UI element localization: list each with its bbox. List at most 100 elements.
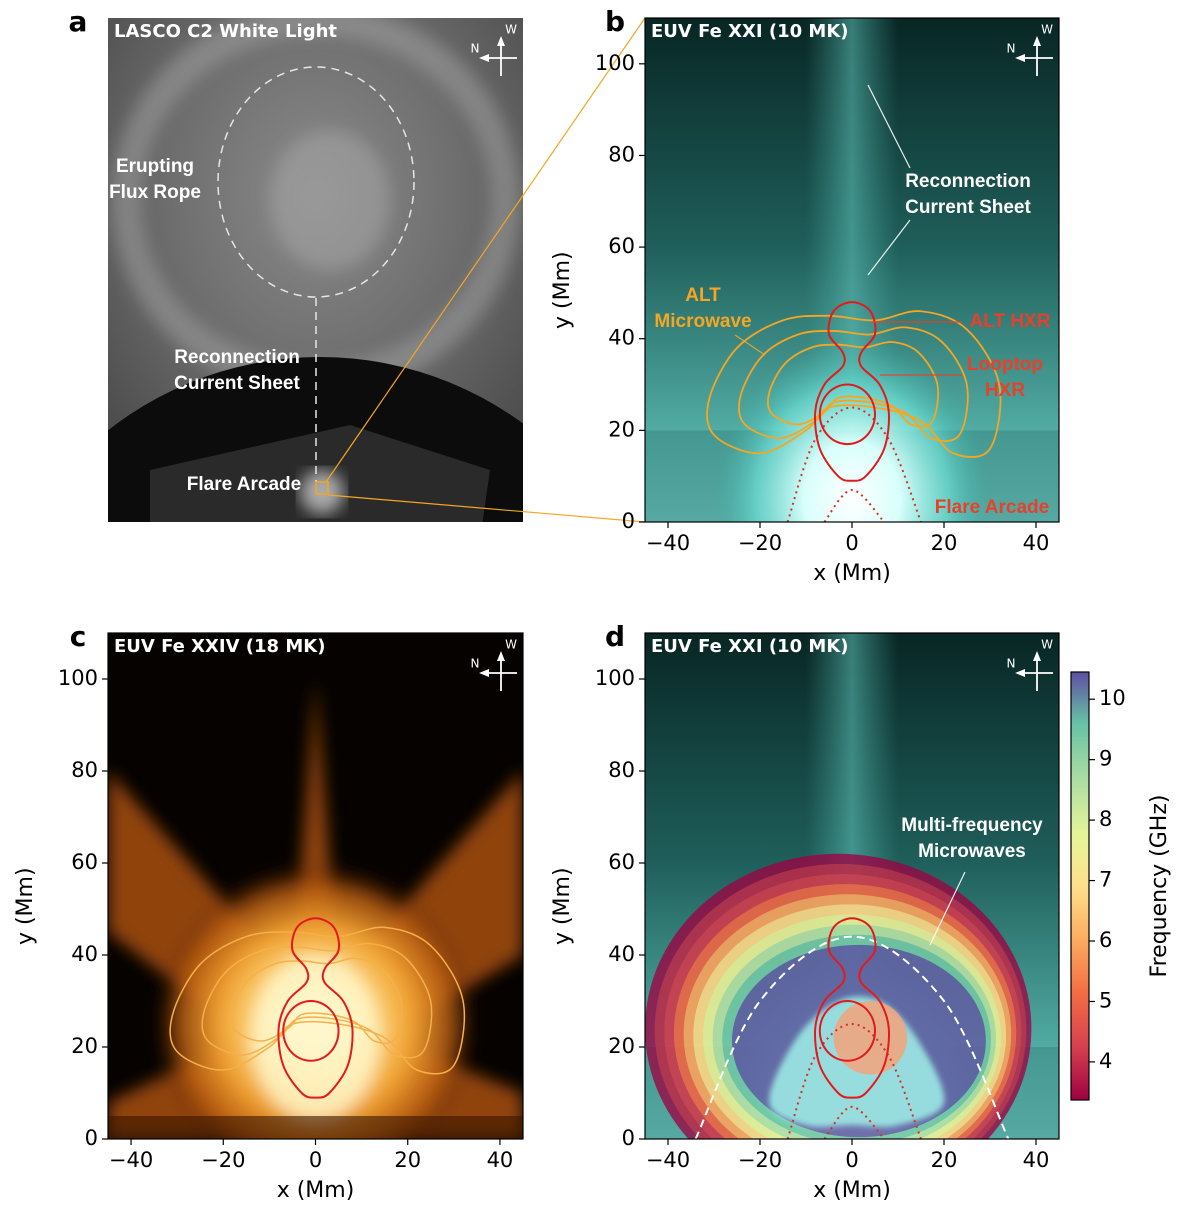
hxr-contour: [818, 999, 877, 1062]
panel-image: [108, 18, 523, 522]
hxr-contour: [814, 917, 890, 1099]
pointer: [929, 871, 966, 946]
compass-w: W: [505, 23, 517, 37]
colorbar-tick-label: 10: [1099, 686, 1126, 710]
compass-head: [479, 669, 489, 677]
x-tick-label: 40: [487, 1148, 514, 1172]
y-tick-label: 80: [608, 758, 635, 782]
compass-head: [1015, 54, 1025, 62]
y-tick-label: 20: [608, 1034, 635, 1058]
x-tick-label: −20: [201, 1148, 245, 1172]
x-axis-label: x (Mm): [813, 561, 891, 586]
annotation: Reconnection: [905, 171, 1031, 192]
y-tick-label: 100: [595, 666, 635, 690]
y-tick-label: 20: [71, 1034, 98, 1058]
annotation: Reconnection: [174, 347, 300, 368]
x-tick-label: 40: [1023, 1148, 1050, 1172]
y-tick-label: 60: [608, 234, 635, 258]
arcade-glow: [714, 338, 990, 522]
colorbar-tick-label: 4: [1099, 1049, 1112, 1073]
compass-w: W: [1041, 638, 1053, 652]
annotation: Multi-frequency: [901, 815, 1043, 836]
hxr-contour: [282, 999, 340, 1062]
microwave-contour: [169, 926, 466, 1075]
x-tick-label: −40: [109, 1148, 153, 1172]
y-tick-label: 40: [71, 942, 98, 966]
hxr-contour: [277, 917, 354, 1099]
y-tick-label: 60: [71, 850, 98, 874]
panel-label: b: [605, 5, 625, 38]
microwave-contour: [737, 326, 969, 442]
x-tick-label: 0: [845, 531, 858, 555]
pointer: [734, 334, 766, 356]
x-tick-label: −20: [738, 1148, 782, 1172]
microwave-contour: [766, 341, 940, 428]
x-tick-label: 40: [1023, 531, 1050, 555]
compass-n: N: [471, 42, 480, 56]
colorbar-tick-label: 9: [1099, 747, 1112, 771]
zoom-line: [327, 494, 646, 523]
panel-label: d: [605, 620, 625, 653]
colorbar-label: Frequency (GHz): [1147, 795, 1172, 978]
y-tick-label: 80: [71, 758, 98, 782]
compass-w: W: [505, 638, 517, 652]
pointer: [867, 84, 911, 169]
y-tick-label: 0: [622, 509, 635, 533]
annotation: Current Sheet: [905, 197, 1031, 218]
y-axis-label: y (Mm): [13, 867, 38, 945]
loop-fit: [694, 935, 1010, 1139]
x-tick-label: 20: [931, 531, 958, 555]
colorbar-tick-label: 5: [1099, 988, 1112, 1012]
hxr-contour: [814, 301, 890, 482]
y-tick-label: 100: [58, 666, 98, 690]
y-tick-label: 20: [608, 417, 635, 441]
annotation: Flux Rope: [109, 182, 201, 203]
x-tick-label: 0: [845, 1148, 858, 1172]
microwave-contour: [706, 310, 1002, 458]
y-tick-label: 40: [608, 942, 635, 966]
compass-head: [497, 36, 505, 46]
colorbar-tick-label: 6: [1099, 928, 1112, 952]
compass-w: W: [1041, 23, 1053, 37]
colorbar-tick-label: 7: [1099, 868, 1112, 892]
annotation: Microwaves: [918, 841, 1026, 862]
compass-head: [1033, 651, 1041, 661]
zoom-box: [315, 481, 329, 495]
x-tick-label: −40: [646, 531, 690, 555]
compass-n: N: [1007, 657, 1016, 671]
annotation: Looptop: [967, 354, 1043, 375]
annotation: ALT: [685, 285, 721, 306]
y-tick-label: 0: [622, 1126, 635, 1150]
y-tick-label: 60: [608, 850, 635, 874]
panel-title: EUV Fe XXI (10 MK): [651, 21, 849, 42]
colorbar: [1070, 671, 1090, 1101]
annotation: Flare Arcade: [935, 497, 1049, 518]
compass-head: [479, 54, 489, 62]
y-tick-label: 0: [85, 1126, 98, 1150]
panel-image: [645, 18, 1059, 522]
y-tick-label: 80: [608, 142, 635, 166]
arcade-dotted: [823, 488, 885, 522]
flux-rope-core: [270, 130, 390, 270]
panel-title: EUV Fe XXI (10 MK): [651, 636, 849, 657]
y-axis-label: y (Mm): [550, 251, 575, 329]
orange-blob: [833, 1001, 908, 1075]
x-tick-label: 20: [931, 1148, 958, 1172]
y-tick-label: 40: [608, 326, 635, 350]
colorbar-tick-label: 8: [1099, 807, 1112, 831]
arcade-dotted: [786, 1022, 922, 1139]
compass-head: [497, 651, 505, 661]
compass-n: N: [471, 657, 480, 671]
compass-n: N: [1007, 42, 1016, 56]
dark-base: [108, 1116, 523, 1139]
panel-image: [645, 633, 1059, 1139]
microwave-contour: [201, 942, 433, 1059]
annotation: Current Sheet: [174, 373, 300, 394]
flare-glow: [300, 470, 344, 514]
arcade-dotted: [823, 1105, 885, 1139]
x-tick-label: 0: [309, 1148, 322, 1172]
zoom-line: [325, 17, 646, 483]
hot-core: [250, 955, 381, 1121]
panel-title: EUV Fe XXIV (18 MK): [114, 636, 325, 657]
